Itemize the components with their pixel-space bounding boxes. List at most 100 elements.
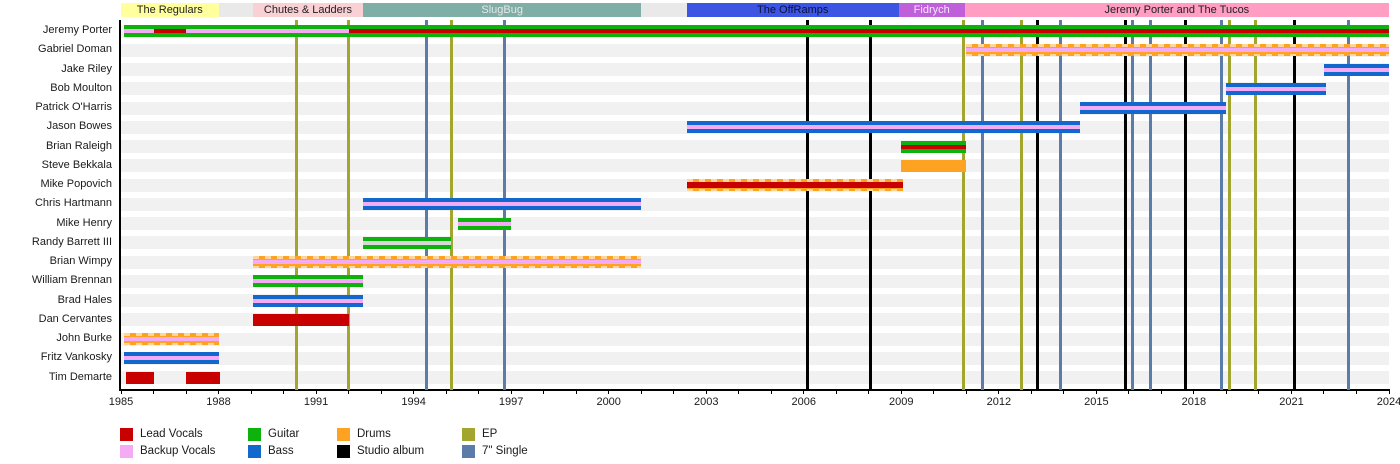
release-line-album <box>868 20 872 390</box>
role-stripe <box>124 29 154 33</box>
axis-year-label: 2006 <box>791 396 817 408</box>
legend-label: Backup Vocals <box>140 445 216 457</box>
role-stripe <box>124 356 219 361</box>
axis-tick <box>1193 390 1195 394</box>
release-line-ep <box>295 20 299 390</box>
axis-tick <box>445 390 447 394</box>
member-name: Patrick O'Harris <box>35 101 112 113</box>
tenure-bar <box>252 275 364 288</box>
row-band <box>121 351 1389 365</box>
legend-swatch <box>248 445 261 458</box>
x-axis-line <box>119 389 1390 391</box>
release-line-single <box>1220 20 1224 390</box>
axis-tick <box>348 390 350 394</box>
role-stripe <box>1323 67 1389 72</box>
axis-tick <box>575 390 577 394</box>
era-band: Chutes & Ladders <box>252 3 364 17</box>
member-name: Jason Bowes <box>46 120 112 133</box>
axis-tick <box>868 390 870 394</box>
era-band: Jeremy Porter and The Tucos <box>964 3 1389 17</box>
legend-label: Studio album <box>357 445 425 457</box>
axis-tick <box>1095 390 1097 394</box>
tenure-bar <box>686 179 904 191</box>
axis-tick <box>1290 390 1292 394</box>
tenure-bar <box>252 313 349 326</box>
member-name: Tim Demarte <box>48 370 112 383</box>
axis-year-label: 2000 <box>596 396 621 408</box>
tenure-bar <box>124 333 219 345</box>
release-line-album <box>1036 20 1040 390</box>
role-stripe <box>363 240 451 245</box>
y-axis-line <box>119 20 121 390</box>
release-line-single <box>1059 20 1063 390</box>
axis-tick <box>1128 390 1130 394</box>
role-stripe <box>252 298 364 303</box>
axis-tick <box>1030 390 1032 394</box>
member-name: Bob Moulton <box>50 81 112 94</box>
member-name: Fritz Vankosky <box>40 351 112 364</box>
legend-label: Lead Vocals <box>140 428 203 440</box>
member-name: Chris Hartmann <box>34 197 112 210</box>
axis-year-label: 2018 <box>1181 396 1207 408</box>
member-name: Jeremy Porter <box>42 24 112 36</box>
role-stripe <box>901 144 967 149</box>
tenure-bar <box>966 44 1389 57</box>
role-stripe <box>686 182 903 188</box>
release-line-ep <box>961 20 965 390</box>
axis-tick <box>413 390 415 394</box>
era-band: Fidrych <box>898 3 965 17</box>
axis-year-label: 1997 <box>498 396 524 408</box>
axis-tick <box>315 390 317 394</box>
axis-tick <box>608 390 610 394</box>
member-name: Steve Bekkala <box>41 158 112 171</box>
legend-label: Drums <box>357 428 391 440</box>
legend-swatch <box>120 445 133 458</box>
legend-label: Bass <box>268 445 294 457</box>
role-stripe <box>1226 86 1326 91</box>
axis-year-label: 2012 <box>986 396 1012 408</box>
row-band <box>121 217 1389 230</box>
axis-tick <box>380 390 382 394</box>
legend-swatch <box>248 428 261 441</box>
tenure-bar <box>125 371 154 384</box>
axis-tick <box>1063 390 1065 394</box>
tenure-bar <box>901 140 967 153</box>
tenure-bar <box>1080 102 1227 114</box>
axis-tick <box>283 390 285 394</box>
legend-swatch <box>462 445 475 458</box>
legend-label: 7" Single <box>482 445 528 457</box>
era-band: The Regulars <box>121 3 219 17</box>
member-name: Mike Henry <box>56 216 112 229</box>
release-line-ep <box>347 20 351 390</box>
tenure-bar <box>457 217 512 230</box>
tenure-bar <box>363 198 642 211</box>
axis-tick <box>1355 390 1357 394</box>
axis-tick <box>965 390 967 394</box>
role-stripe <box>124 337 219 341</box>
legend-swatch <box>462 428 475 441</box>
row-band <box>121 294 1389 307</box>
row-band <box>121 313 1389 327</box>
tenure-bar <box>124 352 219 365</box>
role-stripe <box>686 125 1081 130</box>
tenure-bar <box>1226 82 1326 95</box>
axis-tick <box>933 390 935 394</box>
legend-swatch <box>120 428 133 441</box>
axis-year-label: 1994 <box>401 396 426 408</box>
tenure-bar <box>686 121 1081 134</box>
row-band <box>121 236 1389 250</box>
axis-year-label: 1988 <box>206 396 231 408</box>
axis-tick <box>120 390 122 394</box>
tenure-bar <box>252 294 364 307</box>
axis-year-label: 2024 <box>1376 396 1400 408</box>
member-name: Brian Wimpy <box>49 255 112 267</box>
member-name: Brad Hales <box>57 293 112 306</box>
member-name: Randy Barrett III <box>31 235 112 248</box>
role-stripe <box>252 260 642 264</box>
axis-tick <box>705 390 707 394</box>
role-stripe <box>252 279 364 284</box>
row-band <box>121 63 1389 76</box>
role-stripe <box>363 202 642 207</box>
row-band <box>121 197 1389 211</box>
release-line-single <box>981 20 985 390</box>
